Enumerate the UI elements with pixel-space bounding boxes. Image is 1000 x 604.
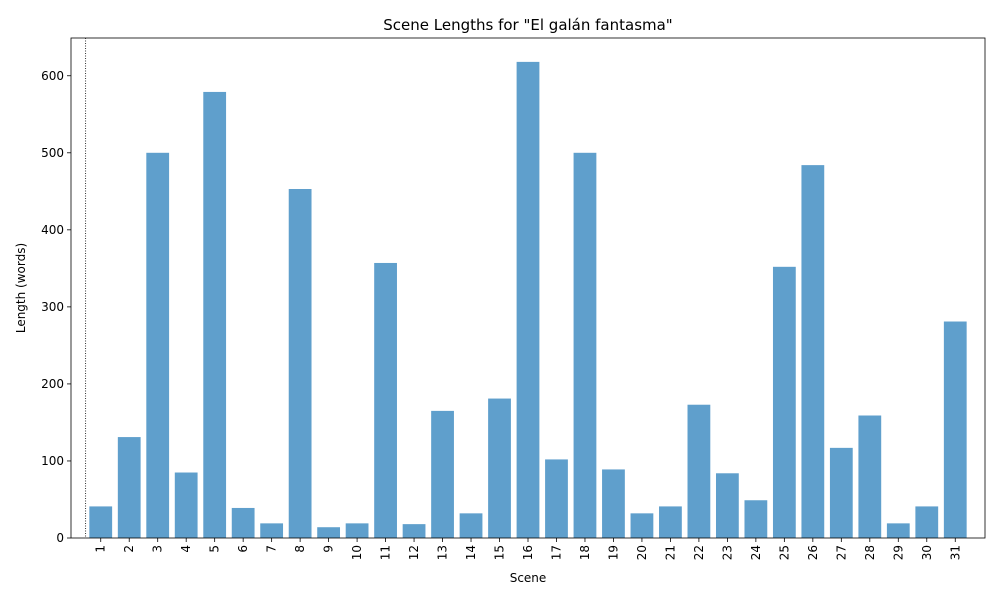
y-tick-label: 200 [41,377,64,391]
x-tick-label: 30 [920,545,934,560]
chart-title: Scene Lengths for "El galán fantasma" [383,16,672,34]
bar-scene-26 [801,165,825,538]
bar-scene-25 [772,266,796,538]
x-tick-label: 14 [464,545,478,560]
x-tick-label: 11 [379,545,393,560]
bar-scene-15 [488,398,511,538]
x-tick-label: 1 [94,545,108,553]
x-tick-label: 23 [720,545,734,560]
y-tick-label: 500 [41,146,64,160]
x-tick-label: 4 [179,545,193,553]
x-tick-label: 8 [293,545,307,553]
y-tick-label: 400 [41,223,64,237]
bar-scene-8 [288,189,312,539]
x-axis-label: Scene [510,571,547,585]
bar-scene-3 [146,152,170,538]
x-tick-label: 25 [777,545,791,560]
bar-scene-1 [89,506,113,538]
x-tick-label: 28 [863,545,877,560]
x-tick-label: 26 [806,545,820,560]
bar-scene-20 [630,513,654,538]
y-tick-label: 100 [41,454,64,468]
bar-scene-23 [715,473,739,538]
bar-scene-14 [459,513,483,538]
bar-scene-29 [886,523,910,538]
bar-scene-22 [687,404,711,538]
x-tick-label: 3 [151,545,165,553]
x-tick-label: 20 [635,545,649,560]
bar-scene-2 [117,437,141,538]
x-tick-label: 9 [322,545,336,553]
x-tick-label: 6 [236,545,250,553]
bar-scene-10 [345,523,369,538]
x-tick-label: 12 [407,545,421,560]
y-axis-label: Length (words) [14,243,28,333]
bar-scene-21 [659,506,682,538]
bar-scene-9 [317,527,341,538]
y-axis: 0 100 200 300 400 500 600 [41,69,71,545]
bar-scene-5 [203,91,227,538]
bar-scene-24 [744,500,768,538]
x-tick-label: 17 [549,545,563,560]
x-tick-label: 18 [578,545,592,560]
bar-scene-30 [915,506,939,538]
bar-scene-16 [516,61,540,538]
x-tick-label: 7 [265,545,279,553]
y-tick-label: 300 [41,300,64,314]
x-tick-label: 13 [436,545,450,560]
bar-scene-17 [545,459,568,538]
x-tick-label: 15 [493,545,507,560]
bar-scene-31 [943,321,967,538]
plot-frame [70,37,986,539]
y-tick-label: 600 [41,69,64,83]
x-tick-label: 5 [208,545,222,553]
bar-scene-7 [260,523,284,538]
x-tick-label: 22 [692,545,706,560]
bar-scene-28 [858,415,882,538]
y-tick-label: 0 [56,531,64,545]
bar-scene-12 [402,524,426,538]
x-tick-label: 27 [834,545,848,560]
x-tick-label: 10 [350,545,364,560]
bars-group [89,61,967,539]
x-tick-label: 16 [521,545,535,560]
x-tick-label: 29 [891,545,905,560]
x-tick-label: 31 [948,545,962,560]
x-tick-label: 2 [122,545,136,553]
x-axis: 1 2 3 4 5 6 7 8 9 10 11 12 13 14 15 16 17 18 19 20 21 22 23 24 2… [94,538,962,560]
bar-scene-19 [602,469,625,538]
bar-scene-6 [231,507,255,538]
bar-scene-4 [174,472,198,538]
bar-scene-11 [374,262,397,538]
bar-scene-18 [573,152,597,538]
x-tick-label: 24 [749,545,763,560]
bar-scene-13 [431,410,454,538]
x-tick-label: 21 [663,545,677,560]
bar-scene-27 [829,447,853,538]
x-tick-label: 19 [606,545,620,560]
